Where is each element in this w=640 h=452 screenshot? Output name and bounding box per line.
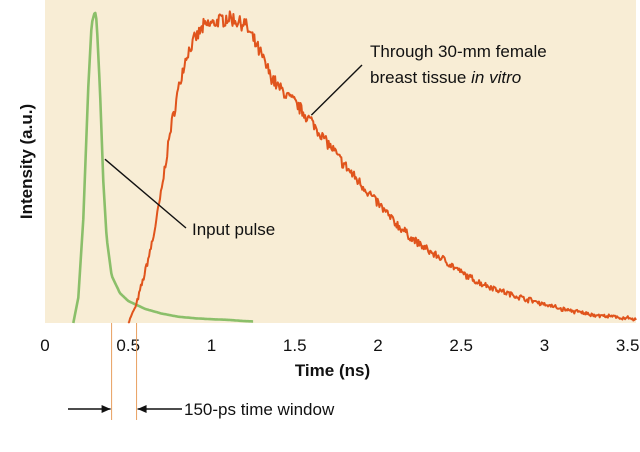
tissue-series-label-line1: Through 30-mm female: [370, 42, 547, 61]
x-tick-label: 0: [40, 336, 49, 355]
x-tick-label: 2: [373, 336, 382, 355]
tissue-series-label-line2: breast tissue in vitro: [370, 68, 521, 87]
time-window-label: 150-ps time window: [184, 400, 335, 419]
x-tick-label: 3.5: [616, 336, 640, 355]
x-tick-label: 0.5: [116, 336, 140, 355]
tissue-label-regular-text: breast tissue: [370, 68, 471, 87]
tissue-label-leader-line: [310, 64, 363, 116]
series-layer: [72, 10, 637, 324]
input-pulse-line: [72, 11, 254, 324]
x-axis: 0 0.5 1 1.5 2 2.5 3 3.5: [40, 336, 639, 355]
x-axis-title: Time (ns): [295, 361, 370, 380]
x-tick-label: 1: [207, 336, 216, 355]
plot-area: [45, 0, 636, 323]
y-axis-title: Intensity (a.u.): [17, 104, 36, 219]
window-left-arrowhead: [101, 405, 111, 413]
pulse-label-leader-line: [104, 158, 187, 229]
pulse-series-label: Input pulse: [192, 220, 275, 239]
x-tick-label: 3: [540, 336, 549, 355]
tissue-label-italic-text: in vitro: [471, 68, 521, 87]
tissue-transmitted-line: [127, 10, 637, 324]
x-tick-label: 1.5: [283, 336, 307, 355]
window-right-arrowhead: [137, 405, 147, 413]
time-window-marker: [68, 323, 182, 420]
x-tick-label: 2.5: [449, 336, 473, 355]
